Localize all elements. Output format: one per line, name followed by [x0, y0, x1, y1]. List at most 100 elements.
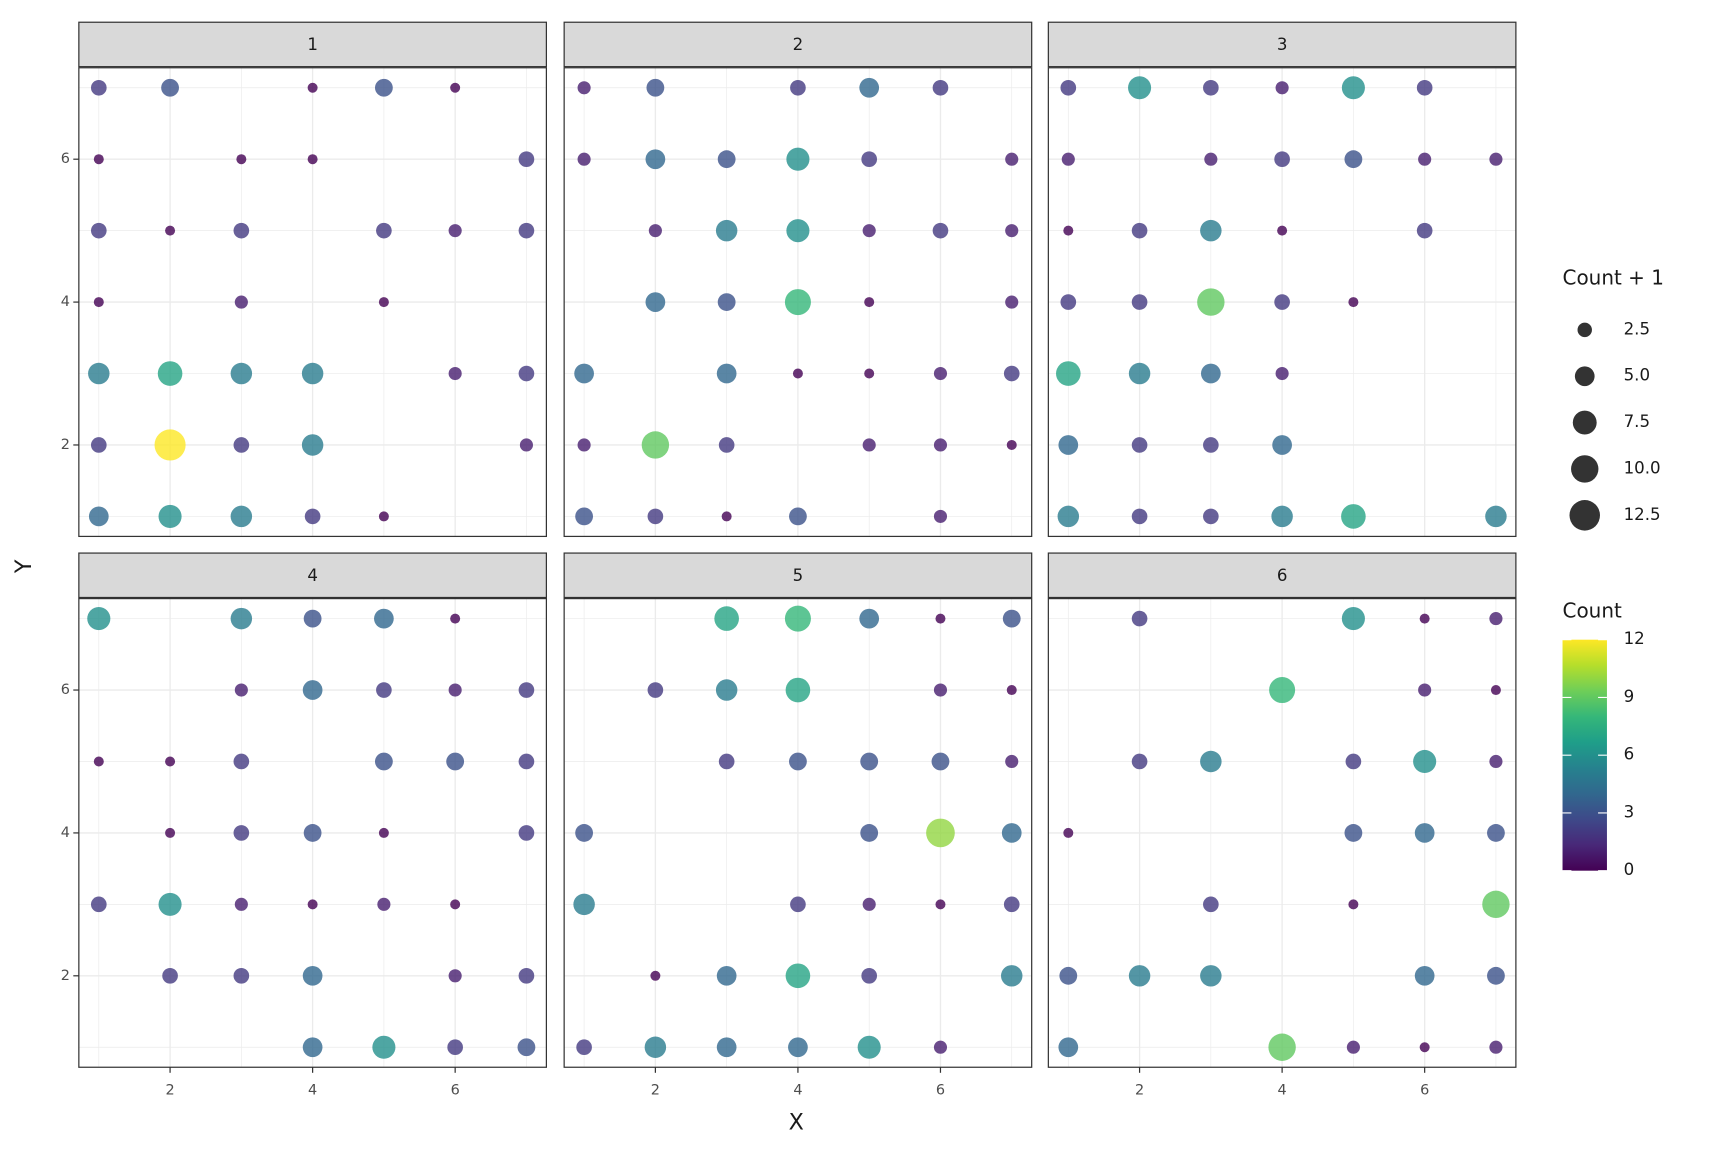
- size-legend-label: 10.0: [1624, 458, 1661, 477]
- point: [1200, 965, 1222, 987]
- point: [448, 969, 462, 983]
- point: [933, 438, 948, 452]
- point: [1487, 966, 1505, 985]
- point: [790, 896, 806, 913]
- panel-border: [563, 67, 1033, 538]
- point: [1272, 435, 1292, 455]
- point: [448, 683, 462, 697]
- point: [1001, 823, 1022, 843]
- point: [1268, 1033, 1296, 1061]
- point: [647, 508, 664, 525]
- point: [162, 967, 178, 984]
- point: [518, 682, 535, 698]
- point: [378, 827, 389, 838]
- point: [1348, 297, 1359, 308]
- point: [307, 899, 318, 910]
- point: [1000, 965, 1023, 987]
- point: [307, 82, 318, 93]
- point: [1131, 437, 1148, 453]
- point: [1275, 366, 1289, 381]
- point: [234, 897, 248, 911]
- point: [448, 366, 462, 381]
- point: [230, 607, 253, 630]
- point: [1414, 823, 1435, 843]
- point: [233, 967, 250, 984]
- color-bar-label: 9: [1624, 687, 1635, 706]
- point: [645, 292, 666, 312]
- point: [575, 507, 594, 526]
- point: [234, 683, 248, 697]
- point: [933, 1040, 948, 1054]
- point: [1200, 750, 1222, 773]
- point: [446, 752, 465, 771]
- panel-border: [1047, 67, 1517, 538]
- point: [1341, 504, 1366, 529]
- point: [1005, 295, 1019, 309]
- point: [1063, 225, 1074, 236]
- point: [935, 613, 946, 624]
- point: [1204, 152, 1218, 166]
- point: [518, 365, 535, 382]
- point: [1005, 754, 1019, 769]
- point: [376, 682, 392, 698]
- point: [785, 677, 811, 703]
- point: [1128, 362, 1151, 385]
- point: [1128, 965, 1151, 987]
- point: [518, 753, 535, 770]
- point: [859, 77, 880, 98]
- y-tick-label: 2: [61, 437, 70, 453]
- point: [860, 824, 879, 842]
- point: [519, 438, 533, 452]
- point: [157, 361, 183, 386]
- point: [577, 438, 591, 452]
- point: [1006, 439, 1017, 450]
- point: [575, 824, 594, 842]
- point: [304, 508, 321, 525]
- point: [1269, 677, 1296, 704]
- point: [862, 897, 876, 911]
- point: [1414, 965, 1435, 986]
- point: [158, 892, 182, 916]
- point: [1005, 224, 1019, 238]
- point: [1271, 505, 1293, 528]
- point: [165, 225, 176, 236]
- point: [644, 1036, 667, 1058]
- strip: [78, 552, 547, 599]
- point: [1274, 151, 1290, 168]
- point: [233, 825, 250, 841]
- point: [1060, 79, 1077, 96]
- point: [1058, 1037, 1079, 1058]
- point: [1419, 613, 1430, 624]
- point: [861, 151, 878, 168]
- color-legend-title: Count: [1563, 598, 1622, 622]
- point: [376, 222, 392, 239]
- strip-label: 5: [793, 566, 804, 585]
- size-legend-key: [1574, 366, 1595, 387]
- point: [716, 965, 737, 986]
- point: [93, 756, 104, 767]
- point: [234, 295, 248, 309]
- point: [786, 219, 810, 243]
- point: [448, 224, 462, 238]
- point: [646, 78, 665, 97]
- point: [716, 363, 737, 384]
- strip: [78, 21, 547, 68]
- strip: [1047, 21, 1517, 68]
- point: [1203, 79, 1219, 96]
- point: [864, 368, 875, 379]
- point: [1057, 505, 1080, 528]
- y-tick-label: 2: [61, 968, 70, 984]
- point: [377, 897, 391, 911]
- point: [933, 683, 948, 697]
- point: [933, 366, 948, 381]
- x-tick-label: 6: [936, 1083, 945, 1099]
- point: [789, 752, 807, 771]
- point: [161, 78, 179, 97]
- point: [715, 679, 738, 701]
- point: [1277, 225, 1288, 236]
- point: [1002, 609, 1021, 628]
- point: [1341, 607, 1365, 631]
- point: [1346, 1040, 1360, 1054]
- point: [573, 893, 595, 916]
- point: [87, 607, 111, 631]
